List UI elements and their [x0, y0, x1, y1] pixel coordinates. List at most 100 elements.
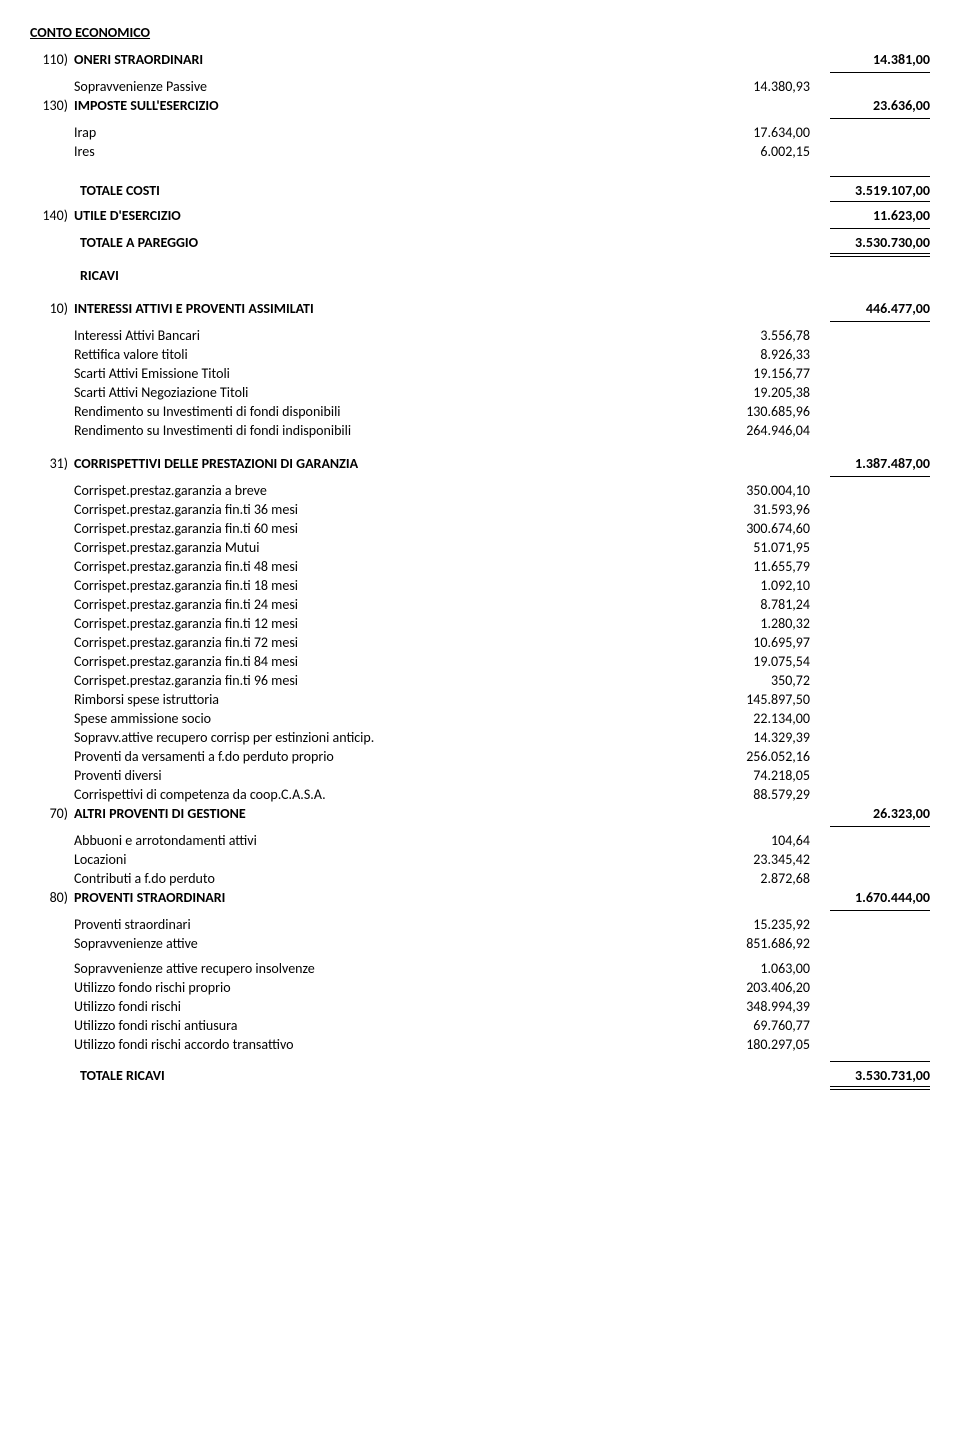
- line-item-label: Rettifica valore titoli: [74, 346, 710, 363]
- line-item-label: Corrispet.prestaz.garanzia fin.ti 36 mes…: [74, 501, 710, 518]
- section-80-num: 80): [30, 889, 74, 906]
- line-item: Corrispet.prestaz.garanzia fin.ti 36 mes…: [30, 501, 930, 518]
- line-item-label: Contributi a f.do perduto: [74, 870, 710, 887]
- line-item-label: Corrispet.prestaz.garanzia fin.ti 24 mes…: [74, 596, 710, 613]
- section-110-num: 110): [30, 51, 74, 68]
- line-item-value: 1.092,10: [710, 577, 810, 594]
- line-item: Contributi a f.do perduto2.872,68: [30, 870, 930, 887]
- section-70-total: 26.323,00: [810, 805, 930, 822]
- line-item: Locazioni23.345,42: [30, 851, 930, 868]
- line-item-label: Locazioni: [74, 851, 710, 868]
- line-item-label: Corrispet.prestaz.garanzia fin.ti 48 mes…: [74, 558, 710, 575]
- line-item: Corrispet.prestaz.garanzia fin.ti 48 mes…: [30, 558, 930, 575]
- line-item: Corrispet.prestaz.garanzia fin.ti 12 mes…: [30, 615, 930, 632]
- line-item-value: 104,64: [710, 832, 810, 849]
- totale-ricavi-value: 3.530.731,00: [810, 1067, 930, 1084]
- section-130-header: 130) IMPOSTE SULL'ESERCIZIO 23.636,00: [30, 97, 930, 114]
- line-item-value: 23.345,42: [710, 851, 810, 868]
- line-item-value: 10.695,97: [710, 634, 810, 651]
- section-70-num: 70): [30, 805, 74, 822]
- line-item: Corrispet.prestaz.garanzia fin.ti 60 mes…: [30, 520, 930, 537]
- line-item-value: 14.329,39: [710, 729, 810, 746]
- line-item: Scarti Attivi Emissione Titoli19.156,77: [30, 365, 930, 382]
- totale-ricavi-label: TOTALE RICAVI: [74, 1067, 810, 1084]
- line-item: Utilizzo fondi rischi antiusura69.760,77: [30, 1017, 930, 1034]
- line-item-value: 19.205,38: [710, 384, 810, 401]
- totale-costi-label: TOTALE COSTI: [74, 182, 810, 199]
- line-item-value: 8.781,24: [710, 596, 810, 613]
- section-31-num: 31): [30, 455, 74, 472]
- totale-pareggio-row: TOTALE A PAREGGIO 3.530.730,00: [30, 234, 930, 251]
- line-item: Rettifica valore titoli8.926,33: [30, 346, 930, 363]
- line-item-value: 1.280,32: [710, 615, 810, 632]
- line-item: Scarti Attivi Negoziazione Titoli19.205,…: [30, 384, 930, 401]
- line-item: Ires6.002,15: [30, 143, 930, 160]
- line-item-value: 180.297,05: [710, 1036, 810, 1053]
- line-item-label: Abbuoni e arrotondamenti attivi: [74, 832, 710, 849]
- line-item-label: Rimborsi spese istruttoria: [74, 691, 710, 708]
- totale-pareggio-label: TOTALE A PAREGGIO: [74, 234, 810, 251]
- totale-costi-row: TOTALE COSTI 3.519.107,00: [30, 182, 930, 199]
- line-item-label: Corrispet.prestaz.garanzia Mutui: [74, 539, 710, 556]
- section-140-total: 11.623,00: [810, 207, 930, 224]
- line-item-label: Utilizzo fondo rischi proprio: [74, 979, 710, 996]
- line-item-value: 300.674,60: [710, 520, 810, 537]
- line-item-label: Rendimento su Investimenti di fondi disp…: [74, 403, 710, 420]
- section-31-label: CORRISPETTIVI DELLE PRESTAZIONI DI GARAN…: [74, 455, 810, 472]
- line-item-value: 350.004,10: [710, 482, 810, 499]
- line-item-value: 350,72: [710, 672, 810, 689]
- line-item-label: Ires: [74, 143, 710, 160]
- line-item-label: Rendimento su Investimenti di fondi indi…: [74, 422, 710, 439]
- line-item-label: Corrispet.prestaz.garanzia fin.ti 96 mes…: [74, 672, 710, 689]
- section-140-num: 140): [30, 207, 74, 224]
- line-item-value: 19.156,77: [710, 365, 810, 382]
- line-item: Corrispet.prestaz.garanzia fin.ti 96 mes…: [30, 672, 930, 689]
- line-item-label: Utilizzo fondi rischi: [74, 998, 710, 1015]
- line-item: Corrispet.prestaz.garanzia fin.ti 24 mes…: [30, 596, 930, 613]
- line-item: Proventi da versamenti a f.do perduto pr…: [30, 748, 930, 765]
- line-item: Sopravvenienze attive recupero insolvenz…: [30, 960, 930, 977]
- section-80-total: 1.670.444,00: [810, 889, 930, 906]
- line-item-label: Spese ammissione socio: [74, 710, 710, 727]
- totale-pareggio-value: 3.530.730,00: [810, 234, 930, 251]
- line-item-value: 31.593,96: [710, 501, 810, 518]
- line-item-label: Utilizzo fondi rischi accordo transattiv…: [74, 1036, 710, 1053]
- line-item-value: 145.897,50: [710, 691, 810, 708]
- line-item-label: Proventi da versamenti a f.do perduto pr…: [74, 748, 710, 765]
- line-item-value: 851.686,92: [710, 935, 810, 952]
- section-10-header: 10) INTERESSI ATTIVI E PROVENTI ASSIMILA…: [30, 300, 930, 317]
- section-110-label: ONERI STRAORDINARI: [74, 51, 810, 68]
- section-31-total: 1.387.487,00: [810, 455, 930, 472]
- line-item: Rimborsi spese istruttoria145.897,50: [30, 691, 930, 708]
- line-item-value: 69.760,77: [710, 1017, 810, 1034]
- line-item: Corrispet.prestaz.garanzia a breve350.00…: [30, 482, 930, 499]
- line-item-label: Corrispet.prestaz.garanzia fin.ti 72 mes…: [74, 634, 710, 651]
- section-70-header: 70) ALTRI PROVENTI DI GESTIONE 26.323,00: [30, 805, 930, 822]
- line-item: Sopravvenienze attive851.686,92: [30, 935, 930, 952]
- line-item-value: 17.634,00: [710, 124, 810, 141]
- line-item-value: 11.655,79: [710, 558, 810, 575]
- totale-ricavi-row: TOTALE RICAVI 3.530.731,00: [30, 1067, 930, 1084]
- line-item-label: Scarti Attivi Negoziazione Titoli: [74, 384, 710, 401]
- section-140-label: UTILE D'ESERCIZIO: [74, 207, 810, 224]
- line-item: Proventi diversi74.218,05: [30, 767, 930, 784]
- line-item: Sopravvenienze Passive14.380,93: [30, 78, 930, 95]
- line-item-value: 130.685,96: [710, 403, 810, 420]
- line-item: Corrispet.prestaz.garanzia fin.ti 84 mes…: [30, 653, 930, 670]
- line-item: Sopravv.attive recupero corrisp per esti…: [30, 729, 930, 746]
- line-item-label: Sopravvenienze attive recupero insolvenz…: [74, 960, 710, 977]
- line-item-value: 256.052,16: [710, 748, 810, 765]
- line-item: Corrispet.prestaz.garanzia fin.ti 72 mes…: [30, 634, 930, 651]
- line-item-label: Sopravvenienze Passive: [74, 78, 710, 95]
- line-item-label: Proventi straordinari: [74, 916, 710, 933]
- section-80-header: 80) PROVENTI STRAORDINARI 1.670.444,00: [30, 889, 930, 906]
- section-31-header: 31) CORRISPETTIVI DELLE PRESTAZIONI DI G…: [30, 455, 930, 472]
- line-item: Interessi Attivi Bancari3.556,78: [30, 327, 930, 344]
- line-item: Corrispet.prestaz.garanzia fin.ti 18 mes…: [30, 577, 930, 594]
- line-item: Utilizzo fondi rischi348.994,39: [30, 998, 930, 1015]
- line-item: Irap17.634,00: [30, 124, 930, 141]
- line-item-value: 3.556,78: [710, 327, 810, 344]
- line-item-value: 14.380,93: [710, 78, 810, 95]
- section-80-label: PROVENTI STRAORDINARI: [74, 889, 810, 906]
- ricavi-header: RICAVI: [30, 267, 930, 284]
